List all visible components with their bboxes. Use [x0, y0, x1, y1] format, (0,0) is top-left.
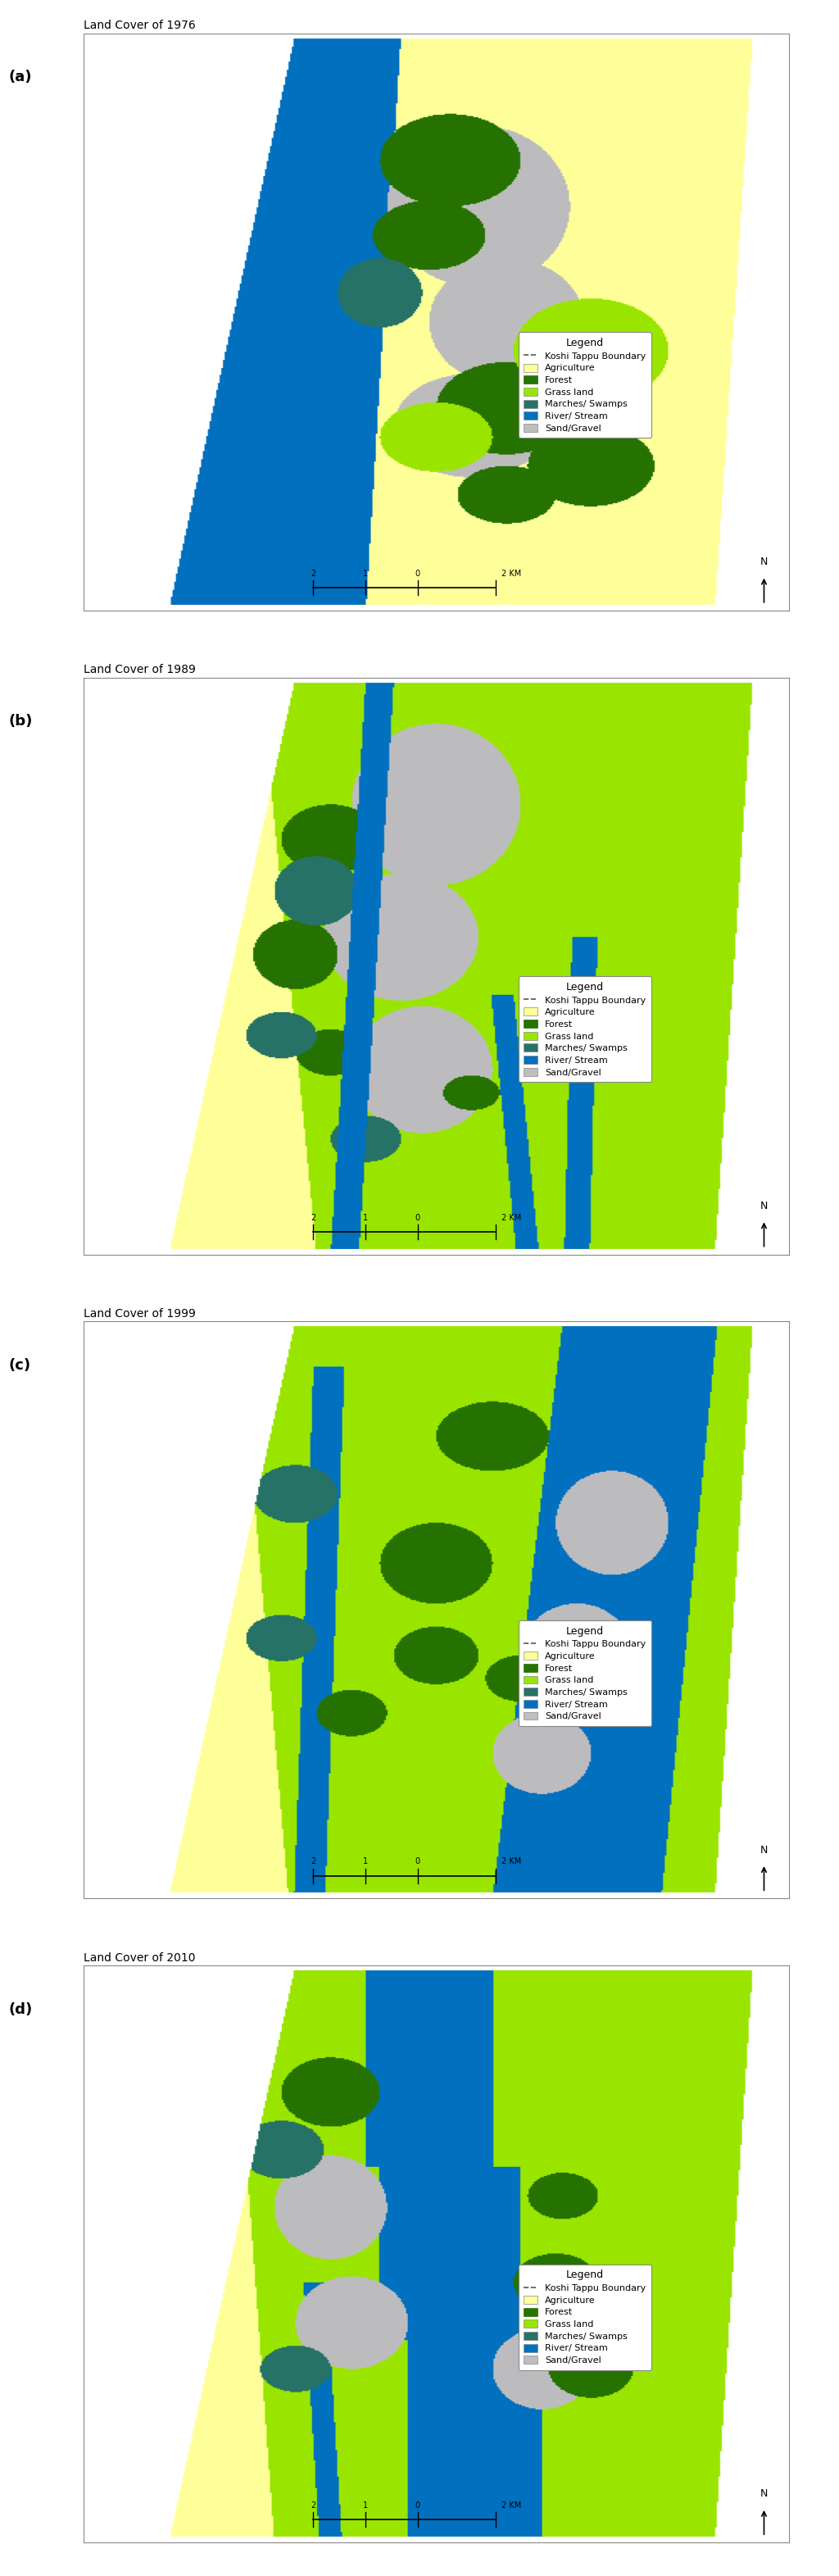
Text: 1: 1 [363, 569, 368, 577]
Text: 1: 1 [363, 2501, 368, 2509]
Text: (a): (a) [8, 70, 32, 85]
Text: 0: 0 [415, 569, 420, 577]
Legend: Koshi Tappu Boundary, Agriculture, Forest, Grass land, Marches/ Swamps, River/ S: Koshi Tappu Boundary, Agriculture, Fores… [519, 976, 651, 1082]
Text: 2 KM: 2 KM [501, 1857, 521, 1865]
Legend: Koshi Tappu Boundary, Agriculture, Forest, Grass land, Marches/ Swamps, River/ S: Koshi Tappu Boundary, Agriculture, Fores… [519, 1620, 651, 1726]
Text: (c): (c) [8, 1358, 30, 1373]
Text: (d): (d) [8, 2002, 33, 2017]
Text: N: N [760, 1200, 768, 1211]
Text: N: N [760, 1844, 768, 1855]
Text: 2: 2 [310, 2501, 315, 2509]
Text: 2 KM: 2 KM [501, 569, 521, 577]
Text: Land Cover of 2010: Land Cover of 2010 [84, 1953, 195, 1963]
Text: N: N [760, 2488, 768, 2499]
Text: 0: 0 [415, 2501, 420, 2509]
Text: 1: 1 [363, 1213, 368, 1221]
Text: 2 KM: 2 KM [501, 1213, 521, 1221]
Text: 1: 1 [363, 1857, 368, 1865]
Text: 0: 0 [415, 1857, 420, 1865]
Text: N: N [760, 556, 768, 567]
Text: (b): (b) [8, 714, 33, 729]
Text: Land Cover of 1976: Land Cover of 1976 [84, 21, 196, 31]
Legend: Koshi Tappu Boundary, Agriculture, Forest, Grass land, Marches/ Swamps, River/ S: Koshi Tappu Boundary, Agriculture, Fores… [519, 332, 651, 438]
Text: 2 KM: 2 KM [501, 2501, 521, 2509]
Text: 2: 2 [310, 569, 315, 577]
Text: 0: 0 [415, 1213, 420, 1221]
Text: Land Cover of 1999: Land Cover of 1999 [84, 1309, 196, 1319]
Legend: Koshi Tappu Boundary, Agriculture, Forest, Grass land, Marches/ Swamps, River/ S: Koshi Tappu Boundary, Agriculture, Fores… [519, 2264, 651, 2370]
Text: 2: 2 [310, 1857, 315, 1865]
Text: 2: 2 [310, 1213, 315, 1221]
Text: Land Cover of 1989: Land Cover of 1989 [84, 665, 196, 675]
